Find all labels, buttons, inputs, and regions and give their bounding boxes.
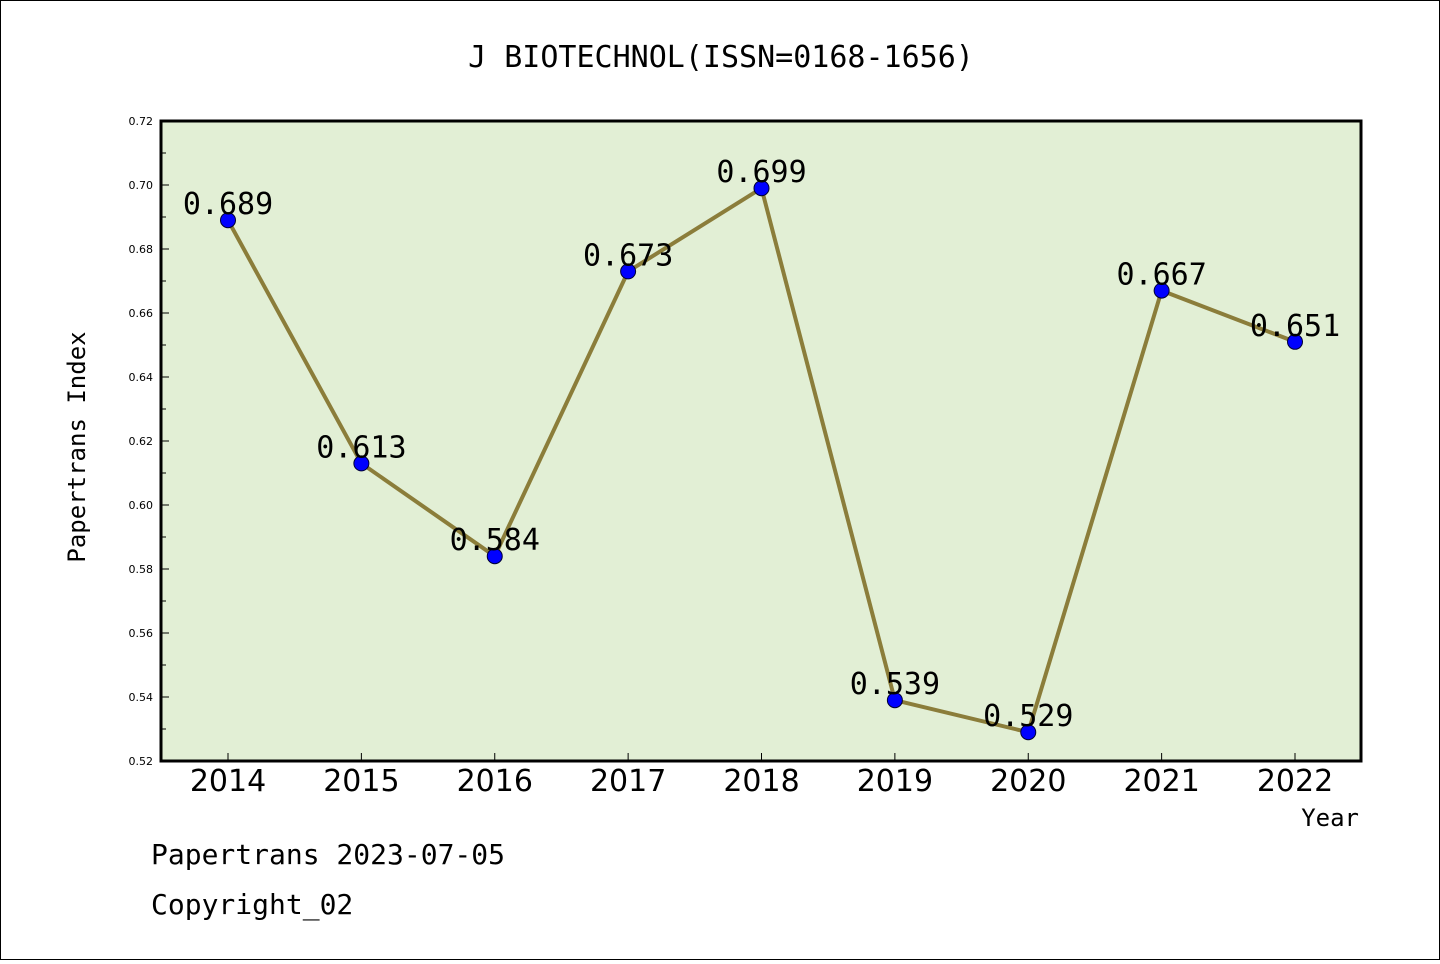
y-axis: 0.52 0.54 0.56 0.58 0.60 0.62 0.64 0.66 0.68 0.70… — [129, 115, 169, 768]
y-tick-label: 0.54 — [129, 691, 154, 704]
y-tick-label: 0.60 — [129, 499, 154, 512]
x-axis-label: Year — [1301, 804, 1359, 832]
data-label: 0.584 — [450, 523, 540, 558]
chart-title: J BIOTECHNOL(ISSN=0168-1656) — [468, 40, 974, 75]
y-tick-label: 0.68 — [129, 243, 154, 256]
y-tick-label: 0.56 — [129, 627, 154, 640]
x-tick-label: 2016 — [457, 764, 533, 799]
x-tick-label: 2020 — [990, 764, 1066, 799]
data-point — [620, 263, 637, 280]
plot-area — [159, 119, 1363, 763]
footer-copyright: Copyright_02 — [151, 888, 353, 922]
data-point — [486, 548, 503, 565]
y-tick-label: 0.72 — [129, 115, 154, 128]
y-tick-label: 0.66 — [129, 307, 154, 320]
x-tick-label: 2018 — [723, 764, 799, 799]
x-tick-label: 2017 — [590, 764, 666, 799]
x-axis: 2014 2015 2016 2017 2018 2019 2020 2021 2022 — [190, 753, 1333, 799]
series — [220, 180, 1303, 741]
data-label: 0.673 — [583, 238, 673, 273]
data-point — [753, 180, 770, 197]
x-tick-label: 2014 — [190, 764, 266, 799]
footer-date: Papertrans 2023-07-05 — [151, 838, 505, 871]
data-point — [1153, 282, 1170, 299]
data-label: 0.699 — [716, 155, 806, 190]
x-tick-label: 2022 — [1257, 764, 1333, 799]
data-point — [353, 455, 370, 472]
data-point — [1020, 724, 1037, 741]
y-tick-label: 0.58 — [129, 563, 154, 576]
y-tick-label: 0.64 — [129, 371, 154, 384]
data-labels: 0.689 0.613 0.584 0.673 0.699 0.539 0.529 0.667… — [183, 155, 1340, 734]
data-label: 0.689 — [183, 187, 273, 222]
y-tick-label: 0.52 — [129, 755, 154, 768]
data-label: 0.539 — [850, 667, 940, 702]
data-point — [1287, 333, 1303, 350]
data-point — [220, 212, 236, 229]
x-tick-label: 2019 — [857, 764, 933, 799]
data-label: 0.529 — [983, 699, 1073, 734]
x-tick-label: 2021 — [1123, 764, 1199, 799]
y-tick-label: 0.70 — [129, 179, 154, 192]
x-tick-label: 2015 — [323, 764, 399, 799]
data-label: 0.667 — [1116, 258, 1206, 293]
data-point — [886, 692, 903, 709]
y-axis-label: Papertrans Index — [63, 331, 91, 562]
y-tick-label: 0.62 — [129, 435, 154, 448]
data-label: 0.651 — [1250, 309, 1340, 344]
data-label: 0.613 — [316, 430, 406, 465]
